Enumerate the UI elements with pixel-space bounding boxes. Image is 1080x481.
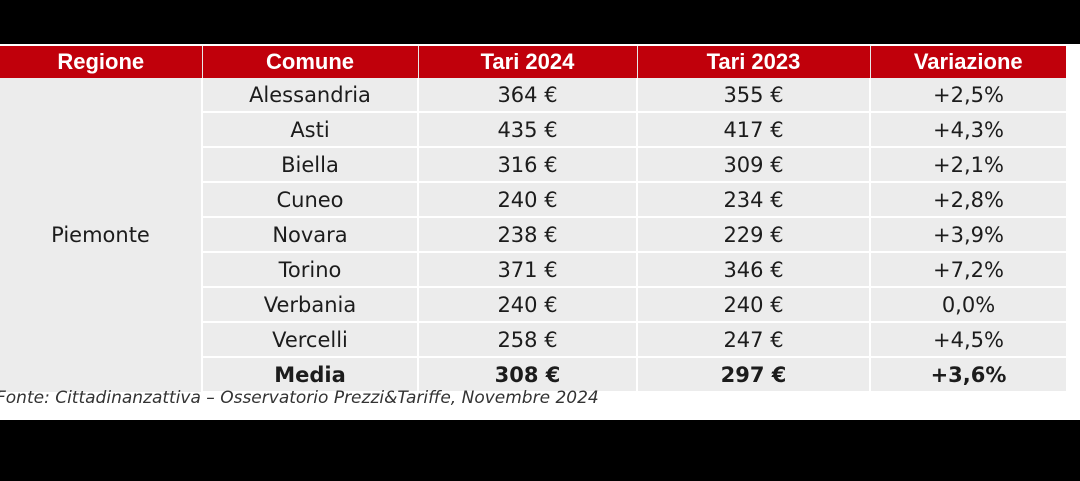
tari-2023-cell: 417 €	[637, 112, 871, 148]
variazione-cell: +2,1%	[870, 147, 1066, 183]
tari-2024-cell: 371 €	[418, 252, 638, 288]
table-image: Regione Comune Tari 2024 Tari 2023 Varia…	[0, 44, 1080, 420]
comune-cell: Alessandria	[202, 78, 419, 113]
tari-table: Regione Comune Tari 2024 Tari 2023 Varia…	[0, 46, 1066, 393]
tari-2023-cell: 229 €	[637, 217, 871, 253]
average-variazione: +3,6%	[870, 357, 1066, 393]
tari-2024-cell: 240 €	[418, 182, 638, 218]
header-regione: Regione	[0, 46, 203, 78]
tari-2024-cell: 435 €	[418, 112, 638, 148]
table-row: Vercelli 258 € 247 € +4,5%	[0, 322, 1066, 358]
average-row: Media 308 € 297 € +3,6%	[0, 357, 1066, 393]
tari-2023-cell: 346 €	[637, 252, 871, 288]
comune-cell: Novara	[202, 217, 419, 253]
tari-2024-cell: 240 €	[418, 287, 638, 323]
tari-2023-cell: 240 €	[637, 287, 871, 323]
variazione-cell: +4,3%	[870, 112, 1066, 148]
tari-2023-cell: 247 €	[637, 322, 871, 358]
tari-2024-cell: 364 €	[418, 78, 638, 113]
variazione-cell: +2,8%	[870, 182, 1066, 218]
tari-2023-cell: 309 €	[637, 147, 871, 183]
tari-2023-cell: 234 €	[637, 182, 871, 218]
variazione-cell: +4,5%	[870, 322, 1066, 358]
region-cell: Piemonte	[0, 78, 203, 392]
header-comune: Comune	[202, 46, 419, 78]
average-tari-2024: 308 €	[418, 357, 638, 393]
header-variazione: Variazione	[870, 46, 1066, 78]
tari-2024-cell: 316 €	[418, 147, 638, 183]
comune-cell: Biella	[202, 147, 419, 183]
table-row: Piemonte Alessandria 364 € 355 € +2,5%	[0, 78, 1066, 392]
table-row: Torino 371 € 346 € +7,2%	[0, 252, 1066, 288]
table-row: Cuneo 240 € 234 € +2,8%	[0, 182, 1066, 218]
header-row: Regione Comune Tari 2024 Tari 2023 Varia…	[0, 46, 1066, 78]
variazione-cell: +7,2%	[870, 252, 1066, 288]
source-note: Fonte: Cittadinanzattiva – Osservatorio …	[0, 388, 599, 408]
comune-cell: Torino	[202, 252, 419, 288]
comune-cell: Cuneo	[202, 182, 419, 218]
header-tari-2023: Tari 2023	[637, 46, 871, 78]
variazione-cell: +2,5%	[870, 78, 1066, 113]
header-tari-2024: Tari 2024	[418, 46, 638, 78]
comune-cell: Asti	[202, 112, 419, 148]
tari-2024-cell: 238 €	[418, 217, 638, 253]
table-row: Asti 435 € 417 € +4,3%	[0, 112, 1066, 148]
tari-2023-cell: 355 €	[637, 78, 871, 113]
table-row: Biella 316 € 309 € +2,1%	[0, 147, 1066, 183]
table-row: Verbania 240 € 240 € 0,0%	[0, 287, 1066, 323]
average-tari-2023: 297 €	[637, 357, 871, 393]
variazione-cell: 0,0%	[870, 287, 1066, 323]
table-row: Novara 238 € 229 € +3,9%	[0, 217, 1066, 253]
tari-2024-cell: 258 €	[418, 322, 638, 358]
comune-cell: Vercelli	[202, 322, 419, 358]
average-label: Media	[202, 357, 419, 393]
variazione-cell: +3,9%	[870, 217, 1066, 253]
comune-cell: Verbania	[202, 287, 419, 323]
